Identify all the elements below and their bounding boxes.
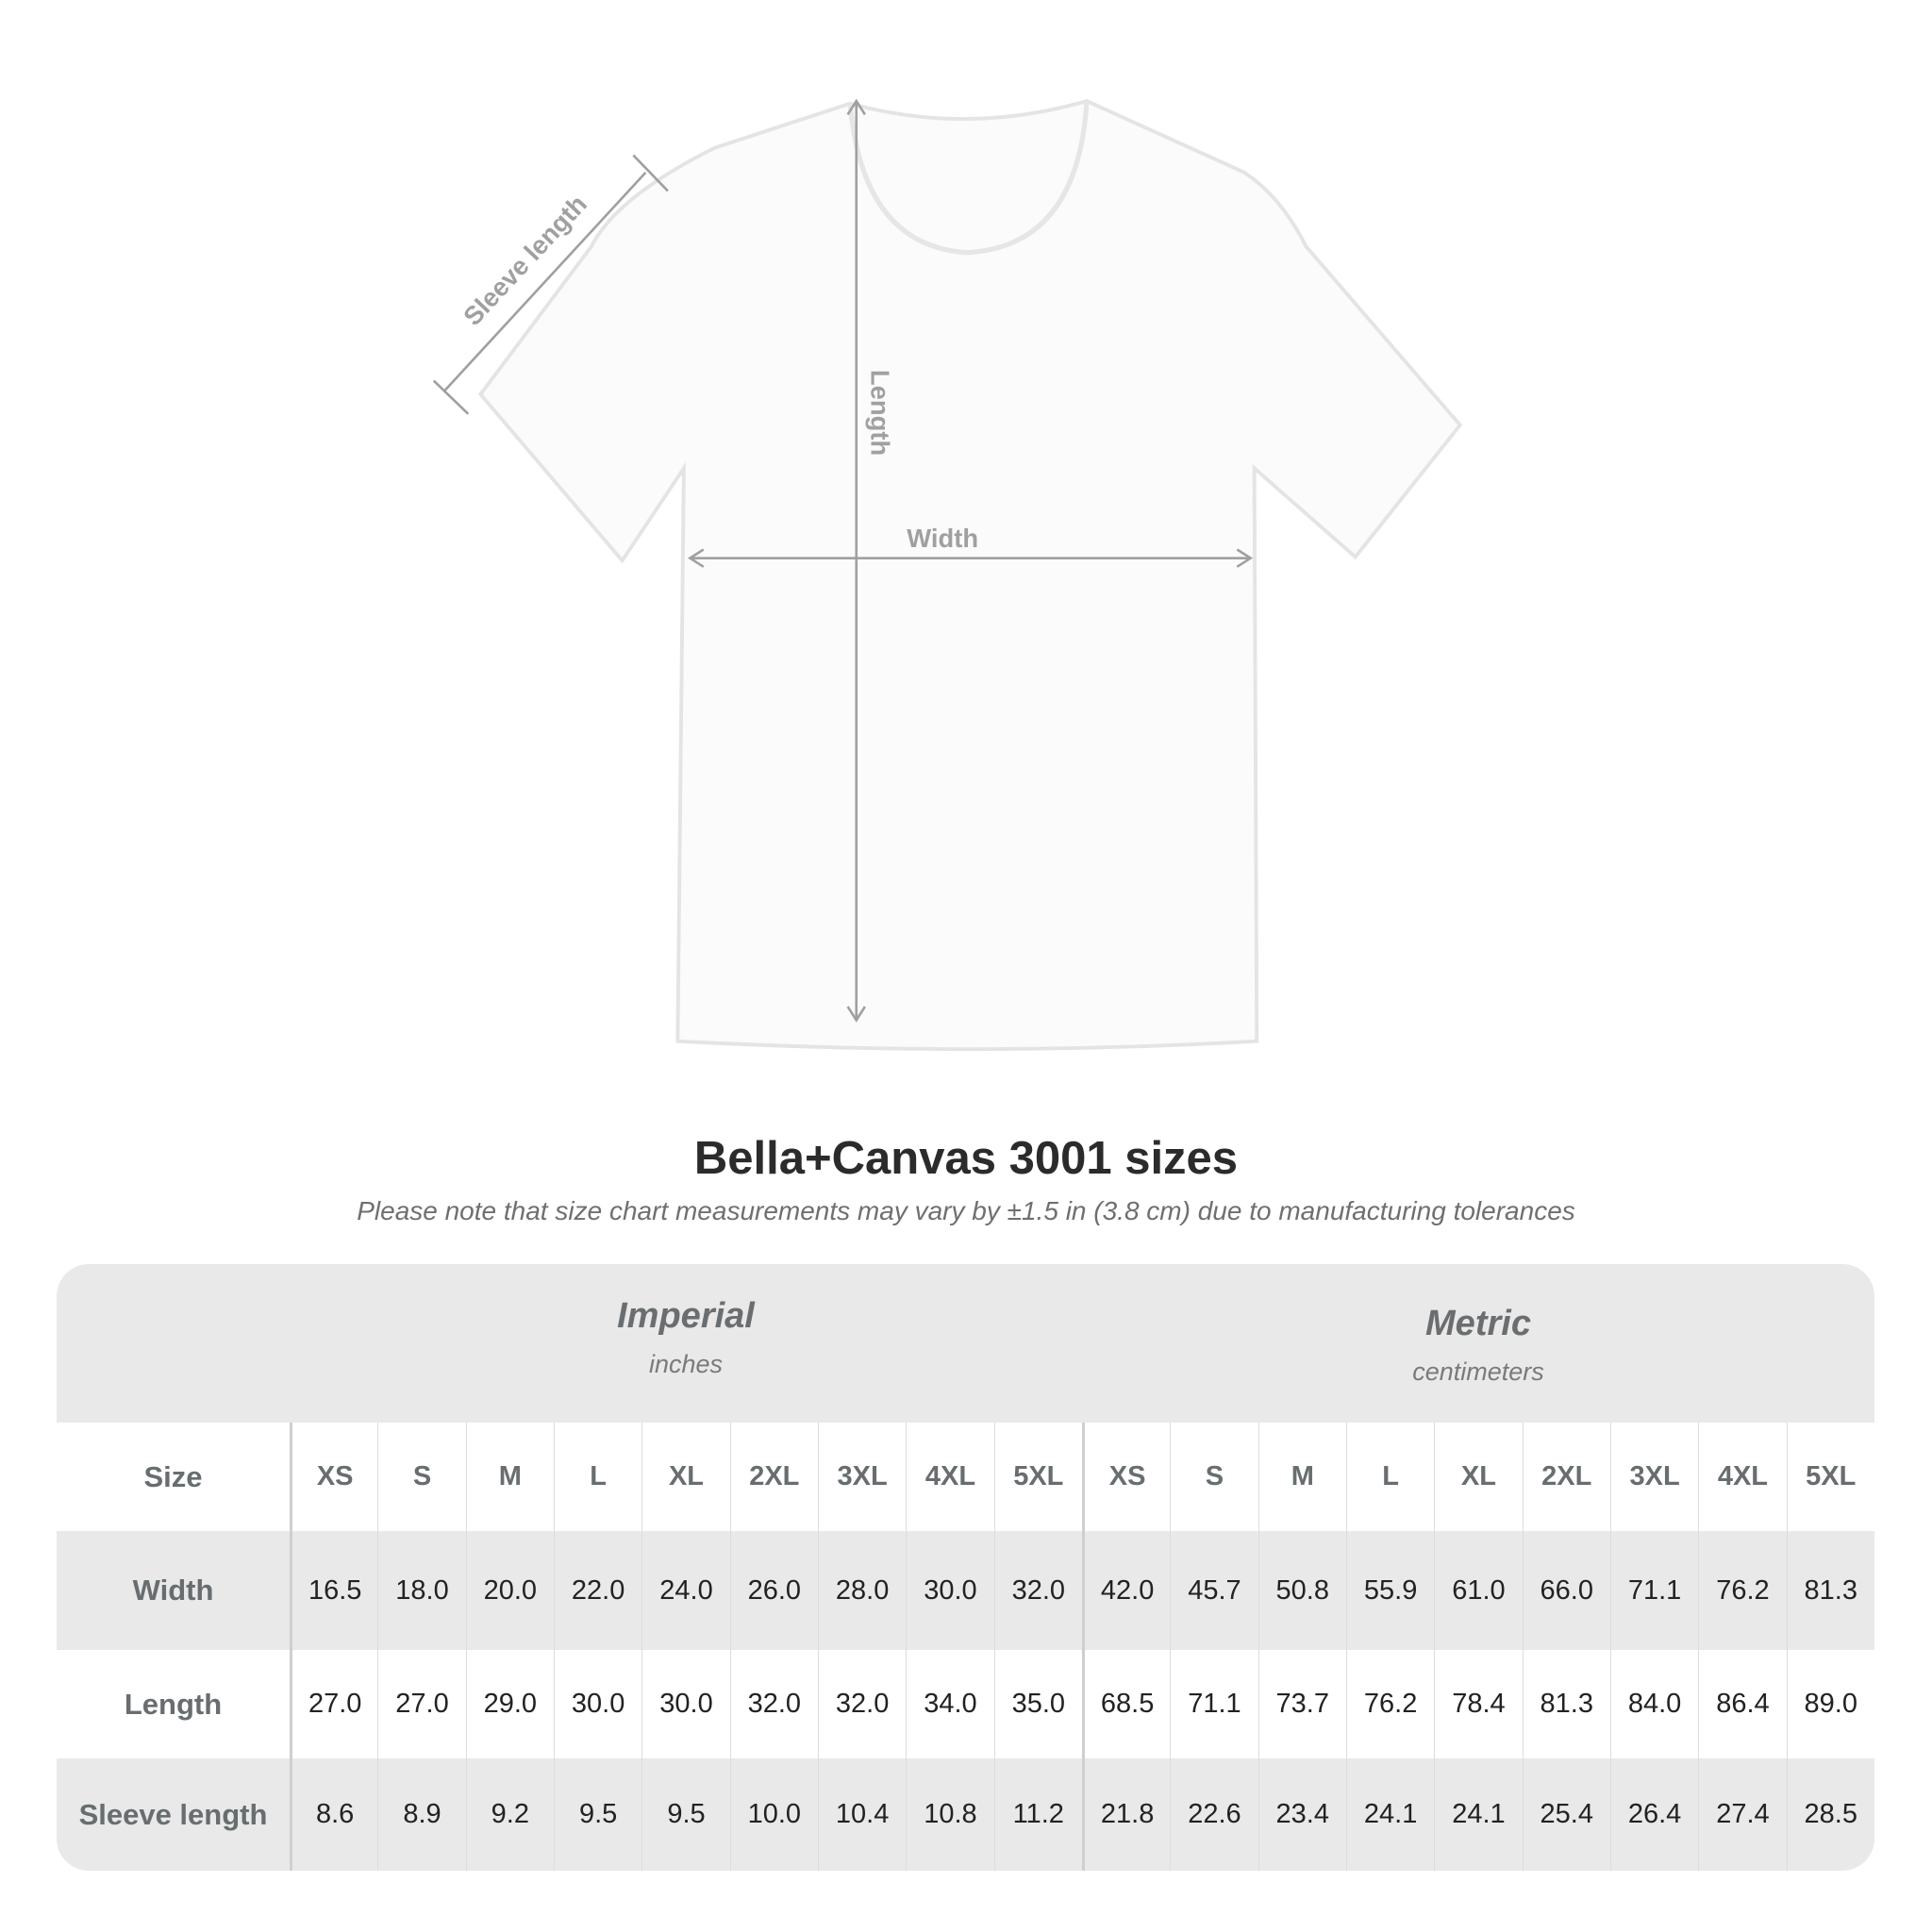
row-label: Width <box>132 1574 214 1607</box>
size-header-cell: 3XL <box>817 1423 906 1531</box>
size-header-cell: 4XL <box>906 1423 993 1531</box>
table-cell: 29.0 <box>465 1650 554 1758</box>
table-cell: 86.4 <box>1698 1650 1786 1758</box>
table-cell: 26.0 <box>729 1531 818 1650</box>
system-unit: inches <box>648 1350 724 1378</box>
arrow-down-icon <box>846 1006 866 1023</box>
table-cell: 71.1 <box>1170 1650 1257 1758</box>
table-cell: 45.7 <box>1170 1531 1257 1650</box>
table-cell: 9.2 <box>465 1758 554 1871</box>
size-table: Imperial inches Metric centimeters Size X… <box>57 1264 1874 1871</box>
size-header-cell: XS <box>290 1423 377 1531</box>
size-header-cell: L <box>1345 1423 1434 1531</box>
size-header-cell: 5XL <box>993 1423 1082 1531</box>
collar <box>847 100 1090 256</box>
system-name: Metric <box>1425 1304 1531 1343</box>
row-label: Sleeve length <box>78 1797 268 1831</box>
table-cell: 22.0 <box>553 1531 641 1650</box>
table-cell: 10.4 <box>817 1758 906 1871</box>
arrow-right-icon <box>1236 548 1254 568</box>
table-cell: 24.1 <box>1434 1758 1522 1871</box>
table-cell: 27.4 <box>1698 1758 1786 1871</box>
table-cell: 32.0 <box>729 1650 818 1758</box>
width-label: Width <box>907 524 978 553</box>
size-header-cell: M <box>465 1423 554 1531</box>
size-header-cell: 2XL <box>729 1423 818 1531</box>
table-cell: 34.0 <box>906 1650 993 1758</box>
table-cell: 26.4 <box>1609 1758 1698 1871</box>
system-unit: centimeters <box>1412 1357 1544 1386</box>
size-header-cell: L <box>553 1423 641 1531</box>
table-cell: 24.1 <box>1345 1758 1434 1871</box>
length-label: Length <box>865 370 894 456</box>
table-cell: 68.5 <box>1081 1650 1170 1758</box>
tshirt-shape <box>477 99 1463 1052</box>
table-cell: 25.4 <box>1522 1758 1610 1871</box>
table-row: Sleeve length 8.6 8.9 9.2 9.5 9.5 10.0 10.4 10.8… <box>57 1758 1874 1871</box>
table-cell: 35.0 <box>993 1650 1082 1758</box>
table-cell: 9.5 <box>641 1758 729 1871</box>
size-header-label: Size <box>143 1459 203 1493</box>
table-cell: 21.8 <box>1081 1758 1170 1871</box>
table-cell: 71.1 <box>1609 1531 1698 1650</box>
table-row: Width 16.5 18.0 20.0 22.0 24.0 26.0 28.0 30.0 32.… <box>57 1531 1874 1650</box>
size-header-cell: 5XL <box>1786 1423 1874 1531</box>
table-cell: 76.2 <box>1345 1650 1434 1758</box>
table-row: Length 27.0 27.0 29.0 30.0 30.0 32.0 32.0 34.0 35… <box>57 1650 1874 1758</box>
arrow-left-icon <box>687 548 705 568</box>
table-cell: 42.0 <box>1081 1531 1170 1650</box>
size-header-cell: 4XL <box>1698 1423 1786 1531</box>
page-title: Bella+Canvas 3001 sizes <box>693 1133 1239 1184</box>
table-cell: 20.0 <box>465 1531 554 1650</box>
table-cell: 30.0 <box>641 1650 729 1758</box>
table-cell: 9.5 <box>553 1758 641 1871</box>
arrow-up-icon <box>846 98 866 116</box>
table-cell: 28.0 <box>817 1531 906 1650</box>
table-cell: 18.0 <box>377 1531 465 1650</box>
table-cell: 76.2 <box>1698 1531 1786 1650</box>
table-cell: 27.0 <box>290 1650 377 1758</box>
size-header-cell: XL <box>1434 1423 1522 1531</box>
table-cell: 8.9 <box>377 1758 465 1871</box>
metric-header: Metric centimeters <box>1082 1264 1874 1462</box>
table-cell: 10.0 <box>729 1758 818 1871</box>
size-header-cell: S <box>377 1423 465 1531</box>
table-cell: 61.0 <box>1434 1531 1522 1650</box>
table-cell: 28.5 <box>1786 1758 1874 1871</box>
table-cell: 32.0 <box>993 1531 1082 1650</box>
row-label: Length <box>124 1687 223 1721</box>
table-cell: 27.0 <box>377 1650 465 1758</box>
size-header-cell: 3XL <box>1609 1423 1698 1531</box>
table-cell: 81.3 <box>1522 1650 1610 1758</box>
system-name: Imperial <box>617 1296 755 1336</box>
table-cell: 10.8 <box>906 1758 993 1871</box>
table-cell: 78.4 <box>1434 1650 1522 1758</box>
size-header-cell: S <box>1170 1423 1257 1531</box>
size-header-cell: M <box>1257 1423 1346 1531</box>
table-cell: 30.0 <box>906 1531 993 1650</box>
table-cell: 50.8 <box>1257 1531 1346 1650</box>
table-cell: 89.0 <box>1786 1650 1874 1758</box>
size-header-cell: XL <box>641 1423 729 1531</box>
table-cell: 8.6 <box>290 1758 377 1871</box>
table-cell: 81.3 <box>1786 1531 1874 1650</box>
table-cell: 24.0 <box>641 1531 729 1650</box>
table-cell: 11.2 <box>993 1758 1082 1871</box>
tolerance-note: Please note that size chart measurements… <box>357 1196 1575 1225</box>
table-cell: 84.0 <box>1609 1650 1698 1758</box>
table-cell: 55.9 <box>1345 1531 1434 1650</box>
size-header-cell: XS <box>1081 1423 1170 1531</box>
table-cell: 23.4 <box>1257 1758 1346 1871</box>
table-cell: 30.0 <box>553 1650 641 1758</box>
table-cell: 66.0 <box>1522 1531 1610 1650</box>
table-cell: 73.7 <box>1257 1650 1346 1758</box>
size-header-row: Size XS S M L XL 2XL 3XL 4XL 5XL XS S M L XL 2XL 3XL 4XL 5… <box>57 1423 1874 1531</box>
imperial-header: Imperial inches <box>290 1264 1082 1455</box>
size-header-cell: 2XL <box>1522 1423 1610 1531</box>
sleeve-line <box>442 171 647 393</box>
table-cell: 32.0 <box>817 1650 906 1758</box>
table-cell: 16.5 <box>290 1531 377 1650</box>
table-cell: 22.6 <box>1170 1758 1257 1871</box>
